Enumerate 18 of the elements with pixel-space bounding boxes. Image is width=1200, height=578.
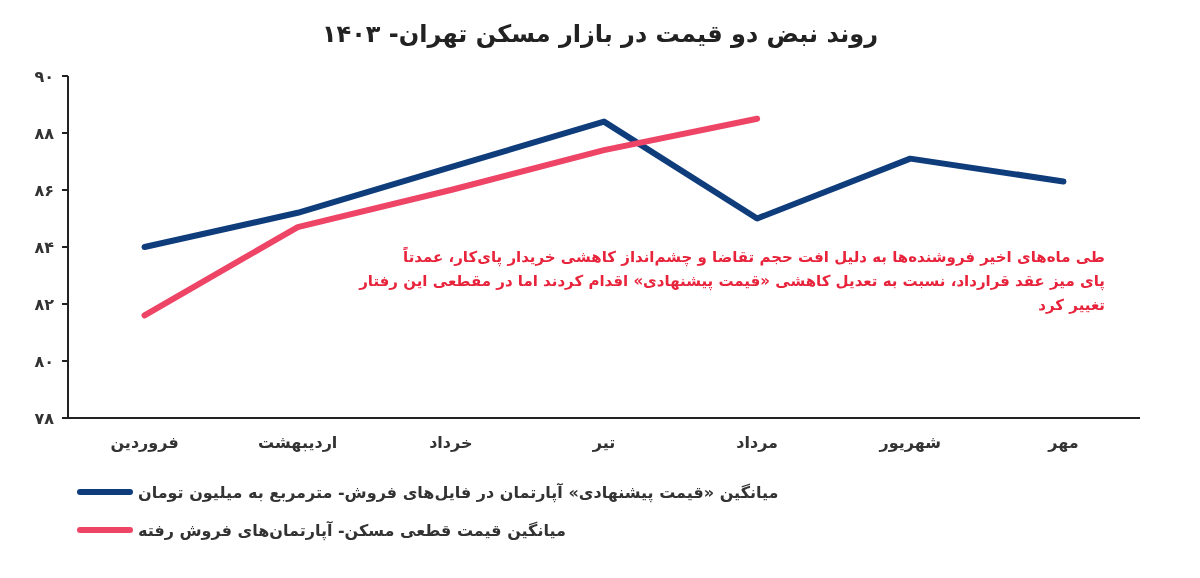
x-tick-label: خرداد bbox=[429, 433, 473, 452]
x-tick-label: اردیبهشت bbox=[258, 433, 338, 452]
chart-title: روند نبض دو قیمت در بازار مسکن تهران- ۱۴۰۳ bbox=[321, 20, 879, 48]
x-tick-label: فروردین bbox=[110, 433, 179, 452]
x-tick-label: مرداد bbox=[736, 433, 779, 452]
y-tick-label: ۸۸ bbox=[34, 123, 55, 143]
y-tick-label: ۸۲ bbox=[34, 294, 55, 314]
y-tick-label: ۸۶ bbox=[34, 180, 54, 200]
y-tick-label: ۸۴ bbox=[34, 237, 55, 257]
x-tick-label: تیر bbox=[591, 433, 616, 452]
y-tick-label: ۸۰ bbox=[34, 351, 54, 371]
legend-label: میانگین «قیمت پیشنهادی» آپارتمان در فایل‌های فروش- مترمربع به میلیون تومان bbox=[138, 481, 779, 503]
legend-label: میانگین قیمت قطعی مسکن- آپارتمان‌های فروش رفته bbox=[138, 519, 566, 541]
annotation: طی ماه‌های اخیر فروشنده‌ها به دلیل افت حجم تقاضا و چشم‌انداز کاهشی خریدار پای‌کار، عمدتاً پای میز عقد قرارداد، نسبت به تعدیل کاهشی «قیمت پیشنهادی» اقدام کردند اما در مقطعی این رفتار تغییر کرد bbox=[358, 245, 1105, 314]
x-tick-label: مهر bbox=[1047, 433, 1079, 452]
y-tick-label: ۹۰ bbox=[34, 66, 54, 86]
x-tick-label: شهریور bbox=[878, 433, 942, 452]
y-tick-label: ۷۸ bbox=[34, 408, 55, 428]
